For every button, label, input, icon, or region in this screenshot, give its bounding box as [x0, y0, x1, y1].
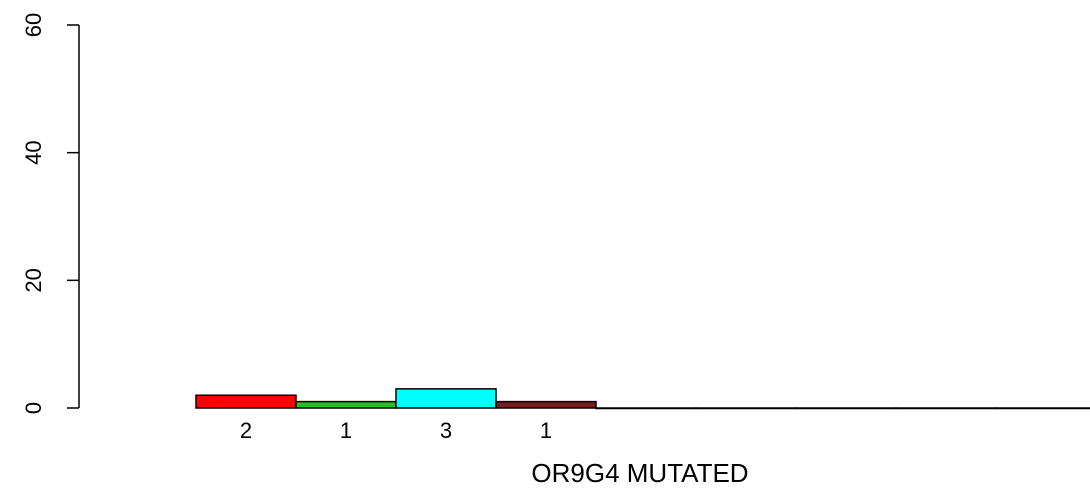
bar-value-label: 1 [540, 418, 552, 443]
bar [395, 388, 497, 409]
bar [995, 407, 1090, 410]
bar-value-label: 3 [440, 418, 452, 443]
bar-value-label: 1 [340, 418, 352, 443]
bar [595, 407, 697, 410]
bars [195, 388, 1090, 410]
bar [695, 407, 797, 410]
y-tick-label: 20 [21, 268, 46, 292]
y-tick-label: 60 [21, 13, 46, 37]
bar [795, 407, 897, 410]
y-axis: 0 20 40 60 [21, 13, 80, 414]
y-tick-label: 0 [21, 402, 46, 414]
bar-value-label: 2 [240, 418, 252, 443]
bar [895, 407, 997, 410]
bar [495, 400, 597, 409]
bar [295, 400, 397, 409]
bar-labels: 2 1 3 1 [240, 418, 552, 443]
bar [195, 394, 297, 409]
y-tick-label: 40 [21, 140, 46, 164]
x-axis-title: OR9G4 MUTATED [531, 458, 748, 488]
